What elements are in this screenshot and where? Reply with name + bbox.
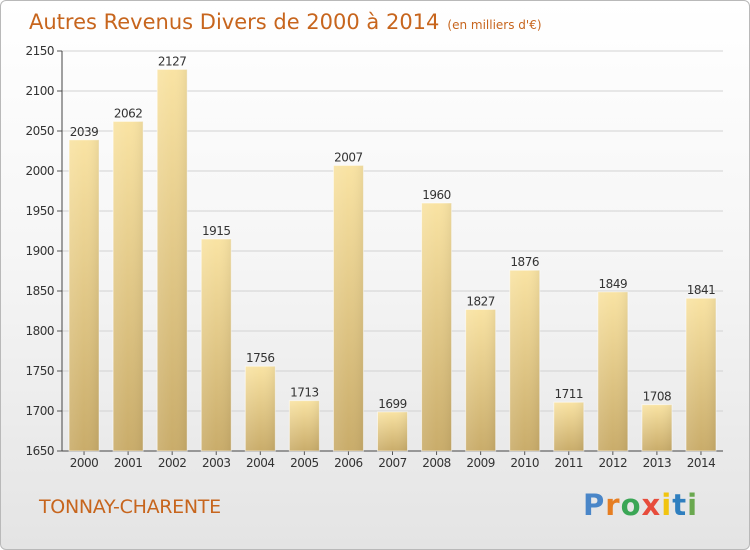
- x-tick-label: 2000: [70, 456, 99, 470]
- data-label: 1699: [378, 397, 407, 411]
- logo-letter: r: [605, 488, 621, 522]
- data-label: 1713: [290, 386, 319, 400]
- bar-shade: [641, 404, 672, 451]
- logo-letter: P: [583, 488, 606, 522]
- bars: [68, 68, 717, 452]
- logo-letter: i: [661, 488, 673, 522]
- data-labels: 2039 2062 2127 1915 1756 1713 2007 1699 1960 1827…: [70, 54, 716, 411]
- x-tick-label: 2014: [687, 456, 716, 470]
- data-label: 2007: [334, 150, 363, 164]
- bar-shade: [509, 270, 540, 451]
- bar-shade: [553, 402, 584, 451]
- x-tick-label: 2004: [246, 456, 275, 470]
- bar-shade: [245, 366, 276, 451]
- bar-shade: [201, 239, 232, 451]
- bar-shade: [157, 69, 188, 452]
- logo-letter: x: [641, 488, 662, 522]
- y-tick-label: 1750: [25, 364, 54, 378]
- bar-shade: [69, 139, 100, 452]
- x-tick-label: 2006: [334, 456, 363, 470]
- logo-letter: i: [687, 488, 699, 522]
- title-unit: (en milliers d'€): [447, 18, 542, 32]
- logo-letter: t: [672, 488, 688, 522]
- y-tick-label: 1700: [25, 404, 54, 418]
- x-tick-label: 2007: [378, 456, 407, 470]
- bar-shade: [113, 121, 144, 452]
- data-label: 2062: [114, 106, 143, 120]
- x-tick-label: 2002: [158, 456, 187, 470]
- proxiti-logo: Proxiti: [583, 488, 698, 522]
- y-tick-label: 1900: [25, 244, 54, 258]
- y-tick-label: 2100: [25, 84, 54, 98]
- bar-shade: [421, 203, 452, 451]
- y-tick-label: 1950: [25, 204, 54, 218]
- bar-shade: [377, 411, 408, 451]
- data-label: 1841: [687, 283, 716, 297]
- x-tick-label: 2011: [554, 456, 583, 470]
- x-tick-label: 2005: [290, 456, 319, 470]
- x-tick-label: 2013: [643, 456, 672, 470]
- data-label: 1915: [202, 224, 231, 238]
- y-tick-label: 1800: [25, 324, 54, 338]
- x-tick-label: 2012: [599, 456, 628, 470]
- bar-shade: [597, 291, 628, 451]
- logo-letter: o: [620, 488, 642, 522]
- data-label: 1876: [510, 255, 539, 269]
- y-tick-label: 2000: [25, 164, 54, 178]
- place-name: TONNAY-CHARENTE: [39, 496, 221, 518]
- x-tick-label: 2001: [114, 456, 143, 470]
- x-tick-label: 2010: [510, 456, 539, 470]
- data-label: 1708: [643, 390, 672, 404]
- x-tick-labels: 2000 2001 2002 2003 2004 2005 2006 2007 2008 2009…: [70, 456, 716, 470]
- y-tick-label: 1650: [25, 444, 54, 458]
- bar-shade: [465, 309, 496, 451]
- bar-shade: [289, 400, 320, 451]
- bar-shade: [333, 165, 364, 451]
- y-tick-labels: 1650 1700 1750 1800 1850 1900 1950 2000 2050 2100…: [25, 44, 54, 458]
- y-tick-label: 2150: [25, 44, 54, 58]
- y-tick-label: 2050: [25, 124, 54, 138]
- x-tick-label: 2008: [422, 456, 451, 470]
- data-label: 1711: [554, 387, 583, 401]
- data-label: 1827: [466, 294, 495, 308]
- x-tick-label: 2003: [202, 456, 231, 470]
- data-label: 1756: [246, 351, 275, 365]
- title-text: Autres Revenus Divers de 2000 à 2014: [29, 10, 440, 34]
- x-tick-label: 2009: [466, 456, 495, 470]
- data-label: 1849: [599, 277, 628, 291]
- y-tick-label: 1850: [25, 284, 54, 298]
- chart-title: Autres Revenus Divers de 2000 à 2014 (en …: [29, 10, 542, 34]
- data-label: 1960: [422, 188, 451, 202]
- data-label: 2127: [158, 54, 187, 68]
- bar-shade: [685, 298, 716, 451]
- data-label: 2039: [70, 125, 99, 139]
